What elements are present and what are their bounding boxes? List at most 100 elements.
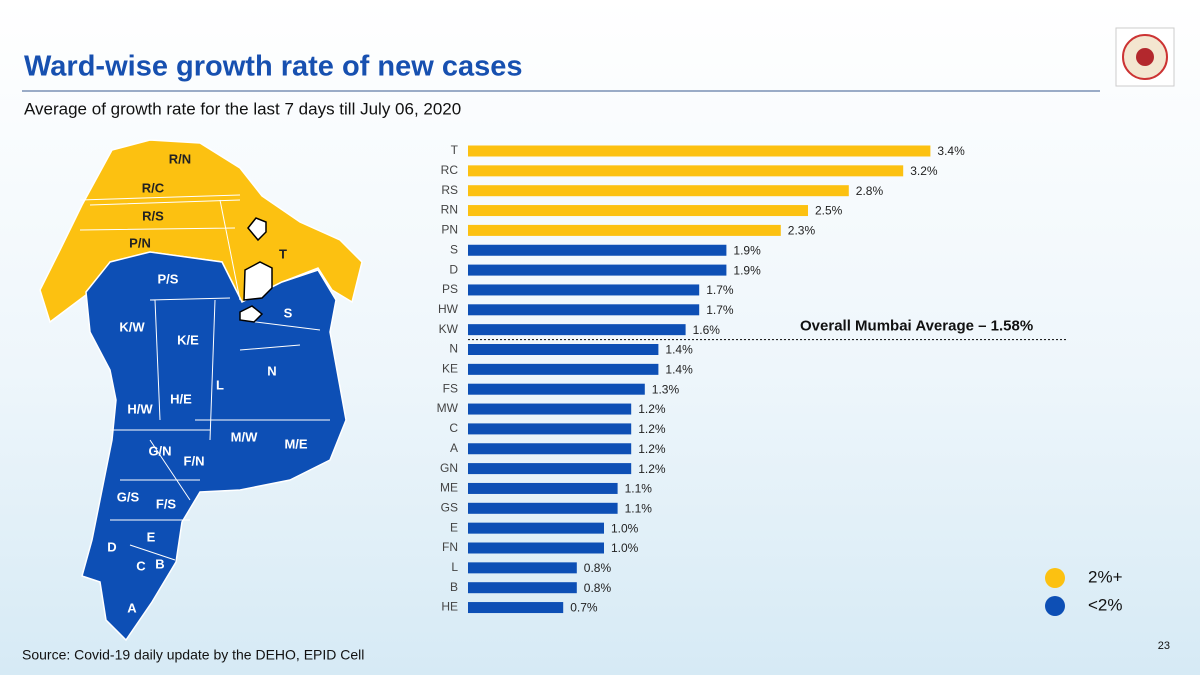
value-label: 2.3% xyxy=(788,224,816,238)
bar xyxy=(468,502,618,514)
map-label: F/S xyxy=(156,496,177,511)
value-label: 1.2% xyxy=(638,422,666,436)
map xyxy=(39,139,363,642)
map-label: P/S xyxy=(158,271,179,286)
map-label: M/W xyxy=(231,429,258,444)
map-borders xyxy=(79,194,241,201)
category-label: A xyxy=(450,441,458,455)
page-number: 23 xyxy=(1158,640,1170,652)
map-south xyxy=(81,251,347,642)
category-label: N xyxy=(449,342,458,356)
value-label: 3.2% xyxy=(910,164,938,178)
map-label: K/E xyxy=(177,332,199,347)
bar xyxy=(468,463,632,475)
bar xyxy=(468,423,632,435)
logo-center xyxy=(1136,48,1154,66)
bar xyxy=(468,224,781,236)
map-label: G/N xyxy=(148,443,171,458)
category-label: RS xyxy=(441,183,458,197)
category-label: PS xyxy=(442,282,458,296)
map-label: B xyxy=(155,556,164,571)
map-label: S xyxy=(284,305,293,320)
value-label: 0.7% xyxy=(570,601,598,615)
map-label: F/N xyxy=(184,453,205,468)
bar xyxy=(468,165,904,177)
source: Source: Covid-19 daily update by the DEH… xyxy=(22,647,364,663)
bar xyxy=(468,542,604,554)
category-label: B xyxy=(450,580,458,594)
value-label: 2.8% xyxy=(856,184,884,198)
bar xyxy=(468,363,659,375)
map-borders xyxy=(79,199,330,561)
bar xyxy=(468,383,645,395)
legend-label: <2% xyxy=(1088,595,1123,614)
value-label: 1.4% xyxy=(665,343,693,357)
map-label: K/W xyxy=(119,319,145,334)
map-hole xyxy=(239,217,273,323)
bar xyxy=(468,205,808,217)
value-label: 3.4% xyxy=(937,144,965,158)
category-label: L xyxy=(451,560,458,574)
legend-swatch xyxy=(1045,568,1065,588)
map-label: C xyxy=(136,558,146,573)
value-label: 1.1% xyxy=(625,501,653,515)
value-label: 0.8% xyxy=(584,561,612,575)
category-label: HW xyxy=(438,302,459,316)
category-label: PN xyxy=(441,223,458,237)
map-label: H/E xyxy=(170,391,192,406)
value-label: 2.5% xyxy=(815,204,843,218)
category-label: FS xyxy=(443,381,458,395)
value-label: 1.6% xyxy=(693,323,721,337)
title: Ward-wise growth rate of new cases xyxy=(24,51,523,83)
category-label: KE xyxy=(442,362,458,376)
bar xyxy=(468,443,632,455)
category-label: D xyxy=(449,262,458,276)
category-label: FN xyxy=(442,540,458,554)
value-label: 0.8% xyxy=(584,581,612,595)
bar xyxy=(468,284,700,296)
subtitle: Average of growth rate for the last 7 da… xyxy=(24,99,461,118)
map-label: N xyxy=(267,363,276,378)
category-label: ME xyxy=(440,481,458,495)
category-label: RC xyxy=(441,163,459,177)
category-label: GN xyxy=(440,461,458,475)
category-label: S xyxy=(450,242,458,256)
bar xyxy=(468,403,632,415)
value-label: 1.7% xyxy=(706,303,734,317)
bar xyxy=(468,304,700,316)
value-label: 1.2% xyxy=(638,462,666,476)
bar xyxy=(468,185,849,197)
value-label: 1.2% xyxy=(638,402,666,416)
map-label: M/E xyxy=(284,436,307,451)
value-label: 1.4% xyxy=(665,363,693,377)
value-label: 1.3% xyxy=(652,382,680,396)
map-label: L xyxy=(216,377,224,392)
map-label: R/N xyxy=(169,151,191,166)
map-label: R/S xyxy=(142,208,164,223)
category-label: E xyxy=(450,520,458,534)
bar xyxy=(468,145,931,157)
value-label: 1.9% xyxy=(733,243,761,257)
bar xyxy=(468,264,727,276)
value-label: 1.0% xyxy=(611,521,639,535)
bar xyxy=(468,482,618,494)
bar xyxy=(468,582,577,594)
value-label: 1.9% xyxy=(733,263,761,277)
value-label: 1.7% xyxy=(706,283,734,297)
category-label: HE xyxy=(441,600,458,614)
value-label: 1.2% xyxy=(638,442,666,456)
map-label: G/S xyxy=(117,489,140,504)
category-label: GS xyxy=(441,500,458,514)
legend-label: 2%+ xyxy=(1088,567,1123,586)
category-label: RN xyxy=(441,203,458,217)
map-label: H/W xyxy=(127,401,153,416)
category-label: KW xyxy=(439,322,459,336)
map-label: A xyxy=(127,600,137,615)
map-label: E xyxy=(147,529,156,544)
map-label: D xyxy=(107,539,116,554)
category-label: C xyxy=(449,421,458,435)
map-label: T xyxy=(279,246,287,261)
value-label: 1.1% xyxy=(625,482,653,496)
bar xyxy=(468,344,659,355)
